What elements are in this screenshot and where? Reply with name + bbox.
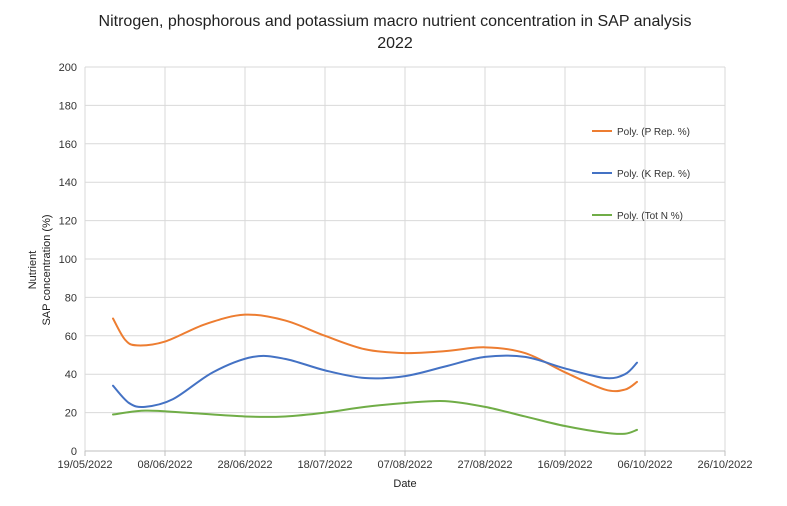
x-tick-label: 16/09/2022	[537, 459, 592, 471]
series-3-legend-label: Poly. (Tot N %)	[617, 211, 683, 222]
series-1-line	[112, 313, 638, 393]
y-tick-label: 120	[59, 216, 77, 228]
series-1-legend-label: Poly. (P Rep. %)	[617, 127, 690, 138]
x-axis-ticks: 19/05/2022 08/06/2022 28/06/2022 18/07/2022…	[57, 450, 753, 471]
y-tick-label: 180	[59, 100, 77, 112]
x-tick-label: 19/05/2022	[57, 459, 112, 471]
y-tick-label: 160	[59, 139, 77, 151]
series-2-legend-label: Poly. (K Rep. %)	[617, 169, 690, 180]
x-tick-label: 18/07/2022	[297, 459, 352, 471]
x-tick-label: 26/10/2022	[697, 459, 752, 471]
chart-title-line-2: 2022	[377, 35, 413, 52]
y-tick-label: 20	[65, 408, 77, 420]
y-tick-label: 0	[71, 446, 77, 458]
chart-title-line-1: Nitrogen, phosphorous and potassium macr…	[99, 13, 692, 30]
x-tick-label: 27/08/2022	[457, 459, 512, 471]
chart-title: Nitrogen, phosphorous and potassium macr…	[99, 13, 692, 52]
y-axis-ticks: 0 20 40 60 80 100 120 140 160 180 200	[59, 62, 77, 458]
y-axis-title-line-1: Nutrient	[27, 251, 39, 290]
series-2-line	[112, 354, 638, 409]
series-lines	[112, 313, 638, 435]
y-tick-label: 100	[59, 254, 77, 266]
y-tick-label: 140	[59, 177, 77, 189]
y-tick-label: 200	[59, 62, 77, 74]
series-3-line	[112, 399, 638, 435]
x-axis-title: Date	[393, 478, 416, 490]
x-tick-label: 07/08/2022	[377, 459, 432, 471]
y-axis-title-line-2: SAP concentration (%)	[41, 214, 53, 325]
y-tick-label: 60	[65, 331, 77, 343]
y-axis-title: Nutrient SAP concentration (%)	[27, 214, 53, 325]
x-tick-label: 08/06/2022	[137, 459, 192, 471]
x-tick-label: 28/06/2022	[217, 459, 272, 471]
legend: Poly. (P Rep. %) Poly. (K Rep. %) Poly. (T…	[592, 127, 690, 222]
y-tick-label: 80	[65, 292, 77, 304]
y-tick-label: 40	[65, 369, 77, 381]
x-tick-label: 06/10/2022	[617, 459, 672, 471]
